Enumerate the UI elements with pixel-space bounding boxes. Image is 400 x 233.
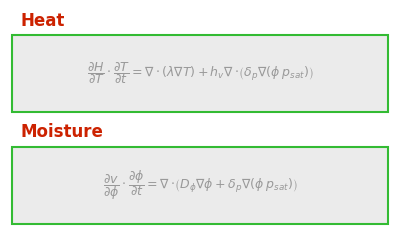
Text: Moisture: Moisture — [20, 123, 103, 141]
Text: Heat: Heat — [20, 12, 64, 30]
FancyBboxPatch shape — [12, 35, 388, 112]
Text: $\dfrac{\partial v}{\partial \phi}\cdot\dfrac{\partial \phi}{\partial t}=\nabla\: $\dfrac{\partial v}{\partial \phi}\cdot\… — [102, 168, 298, 202]
FancyBboxPatch shape — [12, 147, 388, 224]
Text: $\dfrac{\partial H}{\partial T}\cdot\dfrac{\partial T}{\partial t}=\nabla\cdot(\: $\dfrac{\partial H}{\partial T}\cdot\dfr… — [86, 60, 314, 86]
